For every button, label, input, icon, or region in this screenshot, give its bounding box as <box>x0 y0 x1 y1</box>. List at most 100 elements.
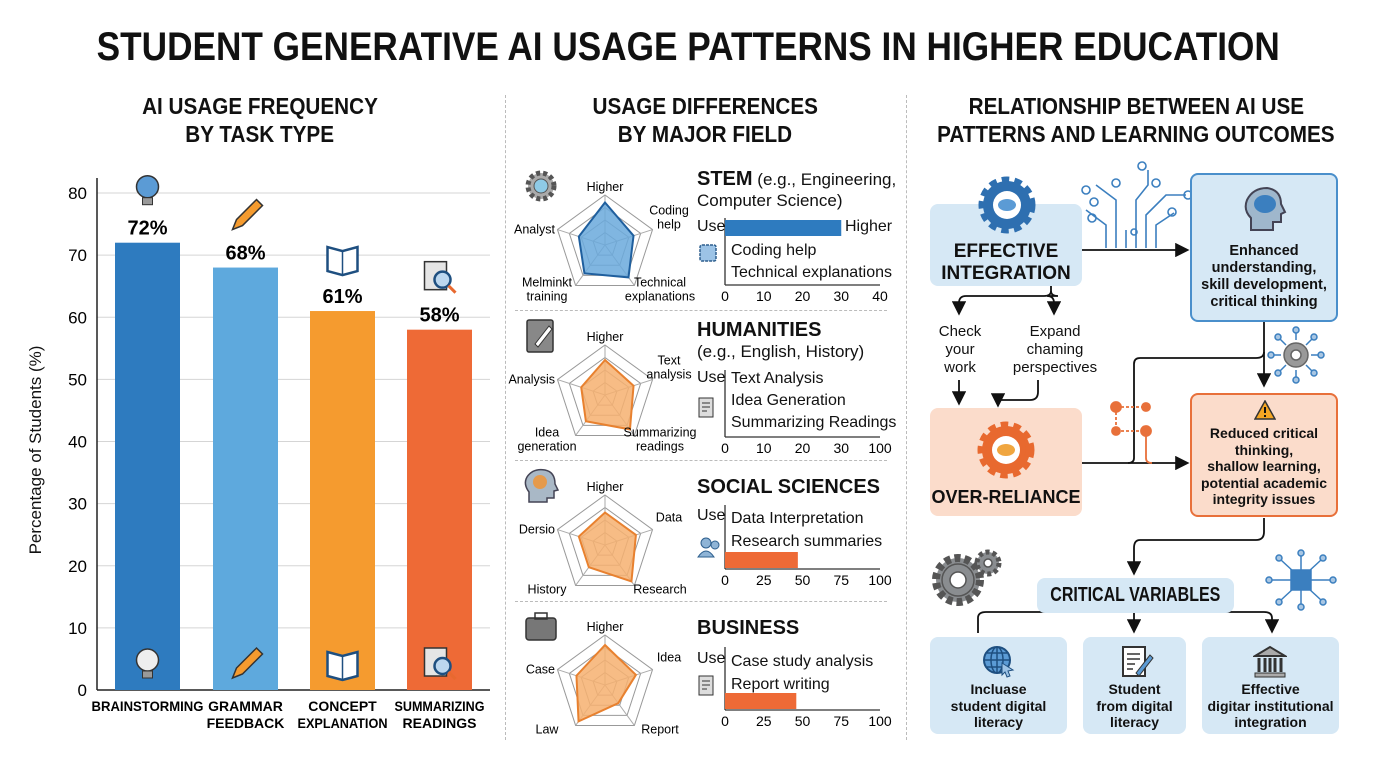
check-work-label: Check your work <box>925 323 995 377</box>
radar-grid <box>556 634 654 726</box>
radar-label: Idea <box>535 426 559 440</box>
use-list: Data Interpretation Research summaries <box>731 507 882 553</box>
label-line: EFFECTIVE <box>953 241 1059 262</box>
chip-network-icon <box>1265 549 1337 611</box>
mini-tick-label: 0 <box>721 572 729 588</box>
chip <box>699 244 717 262</box>
lightbulb-icon <box>135 648 160 679</box>
divider <box>515 460 887 461</box>
use-item: Report writing <box>731 676 830 693</box>
label-line: Student <box>1108 681 1161 697</box>
lens <box>433 656 452 676</box>
y-tick-label: 40 <box>68 433 87 452</box>
diagram-connectors <box>932 161 1337 634</box>
enhanced-outcome-label: Enhanced understanding, skill development,… <box>1190 243 1338 311</box>
open-book-icon <box>326 245 359 277</box>
bulb-base <box>142 197 153 206</box>
title-line: BY MAJOR FIELD <box>617 121 793 147</box>
user <box>710 540 720 550</box>
x-tick-label: CONCEPT <box>308 698 377 714</box>
mini-tick-label: 10 <box>756 440 772 456</box>
effective-integration-label: EFFECTIVE INTEGRATION <box>930 241 1082 285</box>
radar-area <box>575 643 638 723</box>
lightbulb-icon <box>135 174 160 206</box>
bulb <box>135 648 160 672</box>
bar-end-label: Higher <box>845 218 893 235</box>
use-list: Case study analysis Report writing <box>731 650 873 696</box>
divider <box>906 95 907 740</box>
mini-bar <box>725 220 842 236</box>
field-humanities-header: HUMANITIES (e.g., English, History) <box>697 319 864 362</box>
radar-label: Melminkt <box>522 276 573 290</box>
field-name: SOCIAL SCIENCES <box>697 476 880 498</box>
pencil-icon <box>231 198 264 231</box>
fields-title: USAGE DIFFERENCES BY MAJOR FIELD <box>505 92 905 148</box>
radar-label: Law <box>536 723 560 737</box>
mini-tick-label: 25 <box>756 572 772 588</box>
bar <box>407 329 472 690</box>
radar-label: Coding <box>649 204 689 218</box>
use-item: Technical explanations <box>731 264 892 281</box>
y-tick-label: 50 <box>68 370 87 389</box>
label-line: integration <box>1234 714 1307 730</box>
mini-tick-label: 10 <box>756 288 772 304</box>
field-stem-header: STEM (e.g., Engineering, Computer Scienc… <box>697 168 896 211</box>
x-tick-label: EXPLANATION <box>298 715 388 731</box>
reduced-outcome-label: Reduced critical thinking, shallow learnin… <box>1190 425 1338 508</box>
diagram-title: RELATIONSHIP BETWEEN AI USE PATTERNS AND… <box>906 92 1366 148</box>
use-item: Coding help <box>731 242 817 259</box>
user-body <box>697 550 715 558</box>
head-brain-icon <box>524 468 560 503</box>
radar-label: generation <box>517 440 576 454</box>
mini-tick-label: 100 <box>868 440 892 456</box>
document-magnifier-icon <box>423 647 457 681</box>
institution-icon <box>1253 645 1287 678</box>
label-line: student digital <box>950 697 1047 714</box>
variable-label: Effective digitar institutional integratio… <box>1202 681 1339 731</box>
radar-grid <box>556 494 654 586</box>
radar-label: Summarizing <box>624 426 697 440</box>
mini-tick-label: 0 <box>721 713 729 729</box>
mini-tick-label: 20 <box>795 440 811 456</box>
page-title-wrap: STUDENT GENERATIVE AI USAGE PATTERNS IN … <box>0 24 1376 70</box>
title-line: PATTERNS AND LEARNING OUTCOMES <box>937 121 1335 147</box>
document-pen-icon <box>698 397 714 418</box>
radar-label: Case <box>526 663 555 677</box>
label-line: critical thinking <box>1210 294 1318 310</box>
label-line: shallow learning, <box>1207 458 1321 474</box>
users-icon <box>697 537 720 558</box>
radar-label: Higher <box>587 620 624 634</box>
mini-tick-label: 75 <box>833 572 849 588</box>
pencil <box>534 325 553 348</box>
radar-grid <box>568 646 642 716</box>
bulb-base <box>142 670 153 679</box>
radar-label: Analyst <box>514 223 556 237</box>
head-brain-icon <box>1244 186 1287 231</box>
circuit-icon <box>1081 161 1193 248</box>
lens <box>433 270 452 289</box>
brain <box>533 475 547 489</box>
x-tick-label: READINGS <box>403 715 477 731</box>
y-tick-label: 20 <box>68 557 87 576</box>
radar-area <box>577 511 637 583</box>
x-tick-label: SUMMARIZING <box>395 698 485 714</box>
label-line: Effective <box>1241 681 1300 697</box>
data-label: 72% <box>127 218 167 240</box>
network-gear-icon <box>1267 326 1325 384</box>
radar-label: help <box>657 218 681 232</box>
radar-label: Technical <box>634 276 686 290</box>
case <box>525 617 557 641</box>
use-list: Text Analysis Idea Generation Summarizin… <box>731 368 896 434</box>
mini-tick-label: 30 <box>833 440 849 456</box>
mini-tick-label: 75 <box>833 713 849 729</box>
radar-label: Higher <box>587 180 624 194</box>
x-tick-label: GRAMMAR <box>208 698 283 714</box>
radar-area <box>577 200 635 279</box>
over-reliance-label: OVER-RELIANCE <box>931 487 1081 507</box>
radar-label: Dersio <box>519 523 555 537</box>
bar <box>310 311 375 690</box>
warning-icon <box>1254 400 1276 420</box>
label-line: your <box>945 341 975 358</box>
y-tick-label: 0 <box>78 681 87 700</box>
